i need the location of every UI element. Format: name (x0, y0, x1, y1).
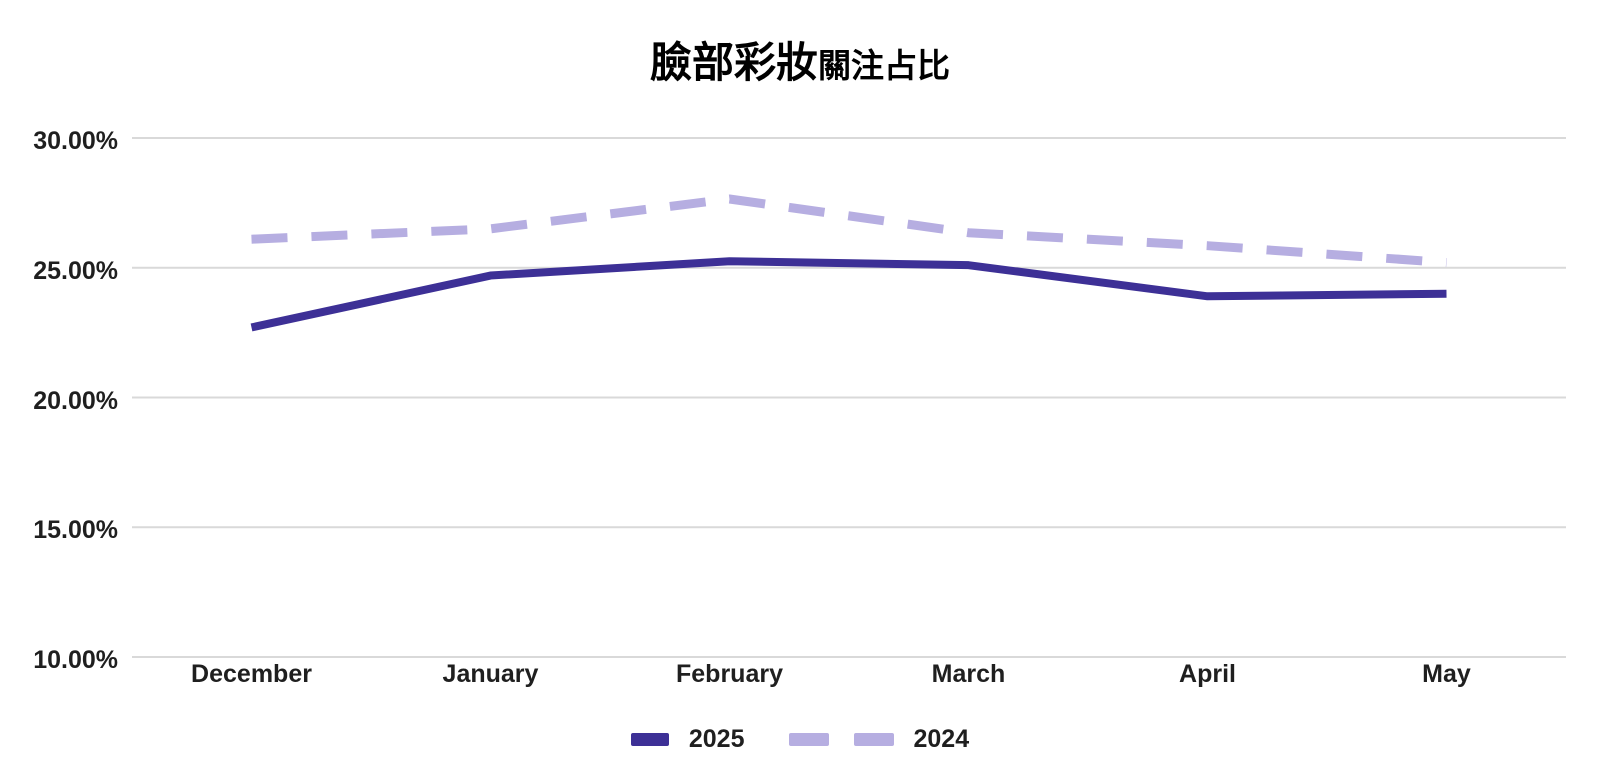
chart-title: 臉部彩妝關注占比 (0, 39, 1600, 86)
x-axis-label-february: February (676, 660, 783, 688)
y-axis-tick-label: 25.00% (33, 256, 118, 285)
chart-title-secondary: 關注占比 (818, 47, 950, 84)
legend-dash-bar (853, 733, 894, 746)
series-line-2024 (251, 194, 1447, 268)
legend-dash-bar (788, 733, 829, 746)
legend-item-2024: 2024 (788, 725, 970, 754)
y-axis-tick-label: 30.00% (33, 127, 118, 155)
x-axis-label-march: March (931, 660, 1006, 688)
chart-title-primary: 臉部彩妝 (649, 39, 818, 86)
legend-swatch-2025-icon (630, 733, 669, 746)
chart-legend: 2025 2024 (0, 725, 1600, 754)
legend-item-2025: 2025 (630, 725, 745, 754)
legend-label-2025: 2025 (688, 725, 745, 753)
x-axis-label-april: April (1179, 660, 1236, 688)
y-axis-tick-label: 10.00% (33, 646, 118, 674)
x-axis-label-december: December (191, 660, 312, 688)
x-axis-label-may: May (1422, 660, 1471, 688)
y-axis-tick-label: 15.00% (33, 516, 118, 545)
series-line-2025 (250, 257, 1447, 332)
legend-swatch-2024-icon (788, 733, 894, 746)
x-axis-label-january: January (442, 660, 539, 688)
legend-label-2024: 2024 (913, 725, 970, 753)
y-axis-tick-label: 20.00% (33, 386, 118, 415)
